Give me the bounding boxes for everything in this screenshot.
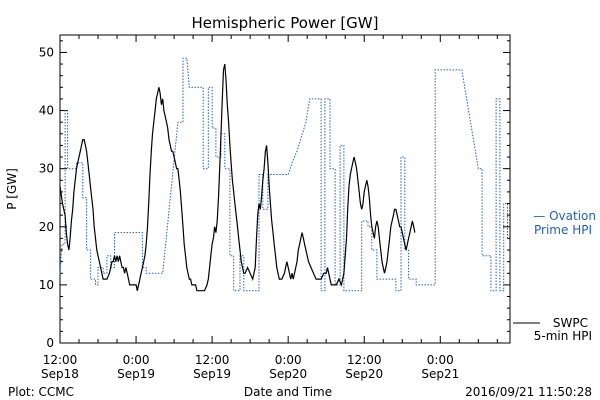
legend-swpc-line2: 5-min HPI — [534, 329, 592, 343]
x-tick-time: 0:00 — [275, 353, 302, 367]
plot-frame — [59, 34, 511, 344]
y-tick-label: 30 — [39, 162, 54, 176]
plot-credit: Plot: CCMC — [8, 385, 74, 399]
legend-ovation-line2: Prime HPI — [534, 223, 592, 237]
x-tick-time: 12:00 — [195, 353, 230, 367]
y-tick-label: 50 — [39, 45, 54, 59]
series-ovation-prime-line — [59, 57, 508, 292]
y-tick-label: 20 — [39, 220, 54, 234]
series-layer — [59, 57, 508, 292]
x-tick-time: 12:00 — [347, 353, 382, 367]
x-axis-label: Date and Time — [244, 385, 332, 399]
x-tick-date: Sep20 — [345, 367, 383, 381]
y-axis-label: P [GW] — [5, 168, 19, 210]
x-tick-date: Sep19 — [193, 367, 231, 381]
legend-ovation-prime: — Ovation Prime HPI — [533, 209, 596, 237]
x-tick-date: Sep19 — [117, 367, 155, 381]
y-axis: 0 10 20 30 40 50 — [39, 40, 510, 350]
legend-ovation-line1: — Ovation — [533, 209, 596, 223]
x-tick-time: 12:00 — [43, 353, 78, 367]
y-tick-label: 40 — [39, 104, 54, 118]
legend-swpc-line1: SWPC — [553, 316, 588, 330]
x-tick-time: 0:00 — [427, 353, 454, 367]
legend-swpc: SWPC 5-min HPI — [513, 316, 592, 343]
plot-border — [59, 34, 511, 344]
y-tick-label: 0 — [46, 336, 54, 350]
x-tick-date: Sep20 — [269, 367, 307, 381]
chart-title: Hemispheric Power [GW] — [192, 14, 379, 32]
x-axis: 12:00Sep180:00Sep1912:00Sep190:00Sep2012… — [41, 35, 498, 381]
y-tick-label: 10 — [39, 278, 54, 292]
series-swpc-line — [59, 63, 416, 292]
x-tick-date: Sep21 — [421, 367, 459, 381]
x-tick-date: Sep18 — [41, 367, 79, 381]
plot-timestamp: 2016/09/21 11:50:28 — [465, 385, 592, 399]
x-tick-time: 0:00 — [123, 353, 150, 367]
